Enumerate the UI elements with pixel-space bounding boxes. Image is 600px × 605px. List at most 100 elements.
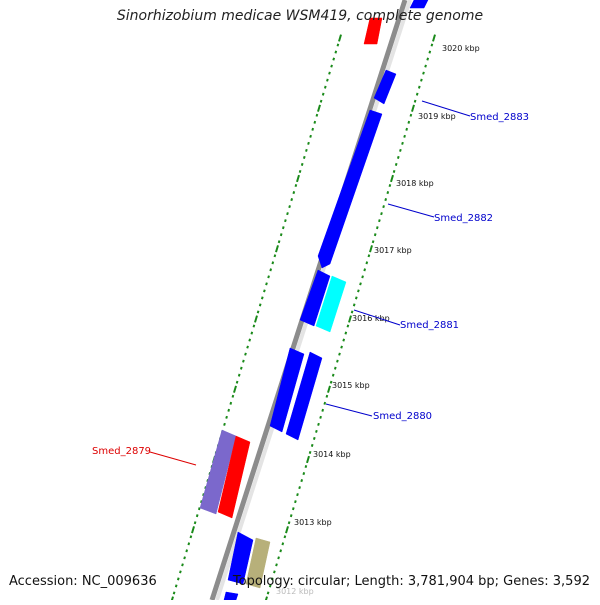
inner-tick-75 [275,563,278,567]
outer-tick-12 [313,120,317,124]
inner-tick-63 [300,479,304,483]
gene-label-smed-2879[interactable]: Smed_2879 [92,446,151,457]
outer-tick-15 [307,141,310,145]
outer-tick-78 [174,584,178,588]
inner-tick-10 [411,104,415,112]
inner-tick-3 [426,57,430,61]
leader-smed-2879 [149,451,197,466]
inner-tick-2 [428,50,432,54]
inner-tick-25 [380,212,383,216]
topology-text: Topology: circular; Length: 3,781,904 bp… [232,574,590,589]
inner-tick-60 [306,455,310,464]
inner-tick-4 [424,64,427,68]
outer-tick-23 [290,198,294,202]
outer-tick-20 [296,174,300,183]
outer-tick-0 [338,34,342,42]
inner-tick-5 [422,71,425,75]
gene-label-smed-2883[interactable]: Smed_2883 [470,112,529,123]
outer-tick-45 [244,352,247,356]
inner-tick-53 [321,408,325,412]
outer-tick-13 [311,127,315,131]
inner-tick-20 [390,174,394,183]
outer-tick-46 [242,359,245,363]
inner-tick-76 [273,570,276,574]
inner-tick-44 [340,345,343,349]
gene-label-smed-2881[interactable]: Smed_2881 [400,320,459,331]
outer-tick-1 [336,43,340,47]
inner-tick-34 [361,275,364,279]
outer-tick-29 [277,240,281,244]
outer-tick-18 [300,162,304,166]
inner-tick-31 [367,254,371,258]
gene-arrow-smed-2880 [285,351,323,441]
inner-tick-32 [365,261,369,265]
outer-tick-7 [323,85,327,89]
inner-tick-35 [359,282,362,286]
inner-tick-18 [394,162,398,166]
outer-tick-52 [229,401,233,405]
inner-tick-1 [430,43,434,47]
inner-tick-73 [279,549,283,553]
outer-tick-5 [328,71,331,75]
inner-tick-24 [382,205,385,209]
inner-tick-50 [327,385,331,393]
outer-tick-39 [256,310,260,314]
outer-tick-71 [189,535,193,539]
inner-tick-43 [342,338,346,342]
outer-tick-19 [298,169,302,174]
inner-tick-55 [317,422,320,426]
outer-tick-43 [248,338,252,342]
inner-tick-56 [315,429,318,433]
inner-tick-38 [352,303,356,307]
outer-tick-22 [292,191,296,195]
outer-tick-32 [271,261,275,265]
outer-tick-41 [252,324,256,328]
inner-tick-67 [291,507,295,511]
outer-tick-72 [187,542,191,546]
gene-arrow-blue-2880-a [269,347,305,433]
gene-arrow-red-2879 [217,435,251,519]
gene-label-smed-2882[interactable]: Smed_2882 [434,213,493,224]
outer-tick-50 [233,385,237,393]
outer-tick-6 [326,78,329,82]
outer-tick-80 [170,596,174,604]
outer-tick-51 [231,394,235,398]
outer-tick-79 [172,591,176,595]
inner-tick-13 [405,127,409,131]
gene-arrow-blue-mid [299,269,331,327]
outer-tick-68 [195,514,199,518]
inner-tick-77 [270,577,274,581]
inner-tick-78 [268,584,272,588]
inner-tick-14 [403,134,406,138]
inner-tick-6 [420,78,423,82]
inner-tick-0 [432,34,436,42]
gene-label-smed-2880[interactable]: Smed_2880 [373,411,432,422]
inner-tick-74 [277,556,280,560]
inner-tick-40 [348,315,352,323]
inner-tick-15 [401,141,404,145]
inner-tick-17 [396,155,400,159]
inner-tick-71 [283,535,287,539]
leader-smed-2882 [387,203,435,218]
inner-tick-72 [281,542,285,546]
outer-tick-77 [176,577,180,581]
scale-label-3018: 3018 kbp [396,179,434,188]
inner-tick-61 [304,464,308,469]
inner-tick-47 [333,366,337,370]
outer-tick-48 [237,373,241,377]
inner-tick-36 [357,289,360,293]
outer-tick-42 [250,331,254,335]
gene-arrow-red-top [363,17,383,45]
inner-tick-23 [384,198,388,202]
inner-tick-7 [417,85,421,89]
leader-smed-2880 [325,403,373,417]
outer-tick-34 [267,275,270,279]
outer-tick-24 [288,205,291,209]
inner-tick-49 [329,380,333,384]
inner-tick-65 [296,493,299,497]
outer-tick-40 [254,315,258,323]
outer-tick-9 [319,99,323,103]
scale-label-3019: 3019 kbp [418,112,456,121]
outer-tick-55 [223,422,226,426]
